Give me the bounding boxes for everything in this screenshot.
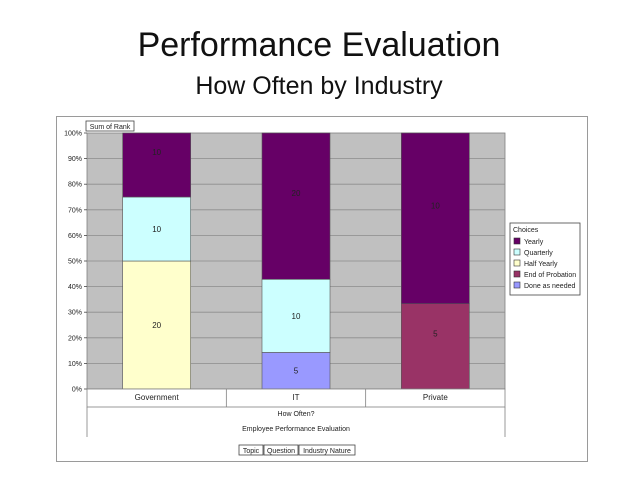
legend-label: Done as needed	[524, 283, 575, 290]
legend-label: Half Yearly	[524, 261, 558, 268]
category-label: Private	[423, 393, 448, 402]
legend-swatch	[513, 281, 521, 289]
page-field-button	[263, 444, 299, 456]
legend-title: Choices	[513, 227, 539, 234]
bar-value-label: 10	[152, 148, 161, 157]
field-button-label: Sum of Rank	[90, 124, 131, 131]
y-tick-label: 0%	[72, 387, 82, 394]
legend-swatch	[513, 259, 521, 267]
axis-field-label: How Often?	[278, 411, 315, 418]
legend-box	[509, 222, 581, 296]
bar-segment	[122, 196, 191, 262]
legend-swatch	[513, 270, 521, 278]
legend-swatch	[513, 237, 521, 245]
y-tick-label: 100%	[64, 131, 82, 138]
bar-value-label: 5	[294, 367, 299, 376]
bar-value-label: 10	[152, 225, 161, 234]
y-tick-label: 50%	[68, 259, 82, 266]
page-field-button	[238, 444, 264, 456]
legend-label: Yearly	[524, 239, 544, 246]
y-tick-label: 20%	[68, 335, 82, 342]
bar-segment	[401, 132, 470, 304]
bar-value-label: 20	[152, 321, 161, 330]
legend-label: Quarterly	[524, 250, 553, 257]
category-label: Government	[135, 393, 180, 402]
chart-frame: Sum of Rank 0% 10% 20% 30% 40% 50% 60% 70% 80% 90%…	[56, 116, 588, 462]
category-axis-box	[86, 388, 506, 408]
axis-field-label: Employee Performance Evaluation	[242, 426, 350, 433]
bar-value-label: 10	[431, 201, 440, 210]
legend-label: End of Probation	[524, 272, 576, 279]
y-tick-label: 30%	[68, 310, 82, 317]
slide-title: Performance Evaluation	[137, 26, 501, 64]
y-tick-label: 90%	[68, 156, 82, 163]
bar-segment	[122, 260, 191, 390]
y-tick-label: 10%	[68, 361, 82, 368]
y-tick-label: 60%	[68, 233, 82, 240]
y-tick-label: 80%	[68, 182, 82, 189]
field-button	[85, 120, 135, 132]
y-tick-label: 70%	[68, 207, 82, 214]
slide-subtitle: How Often by Industry	[195, 72, 443, 100]
bar-segment	[401, 303, 470, 390]
bar-value-label: 10	[292, 312, 301, 321]
page-field-button	[298, 444, 356, 456]
page-field-label: Question	[267, 448, 295, 455]
category-label: IT	[292, 393, 299, 402]
bar-value-label: 20	[292, 189, 301, 198]
page-field-label: Industry Nature	[303, 448, 351, 455]
bar-segment	[261, 278, 331, 353]
y-tick-label: 40%	[68, 284, 82, 291]
page-field-label: Topic	[243, 448, 260, 455]
bar-value-label: 5	[433, 329, 438, 338]
bar-segment	[261, 132, 331, 280]
bar-segment	[122, 132, 191, 198]
stacked-bar-chart: Sum of Rank 0% 10% 20% 30% 40% 50% 60% 70% 80% 90%…	[64, 120, 581, 456]
legend-swatch	[513, 248, 521, 256]
